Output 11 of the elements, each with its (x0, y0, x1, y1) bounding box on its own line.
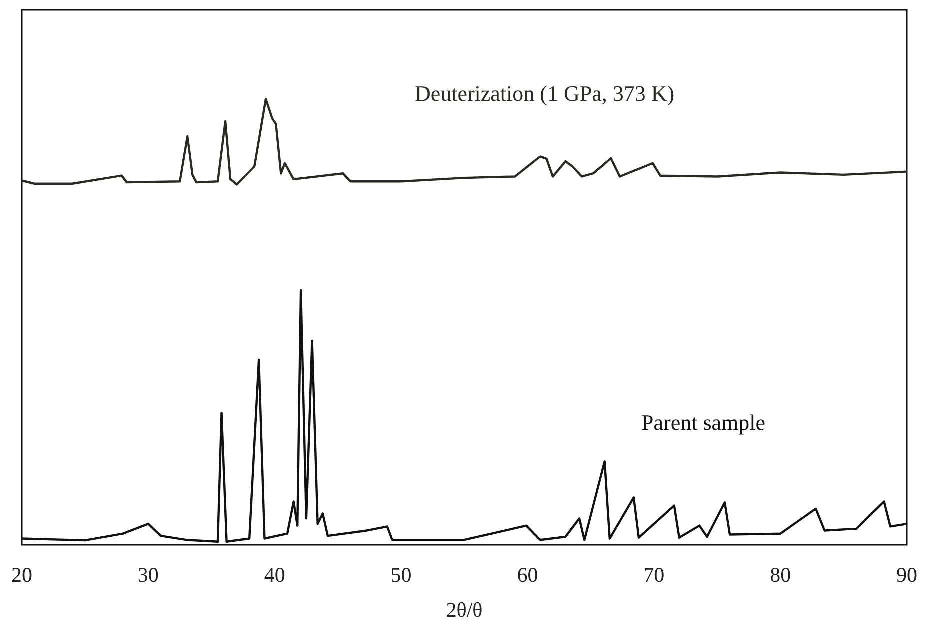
x-tick-label: 50 (390, 563, 412, 587)
text: Deuterization (1 GPa, 373 K) (414, 80, 675, 106)
x-tick-label: 60 (517, 563, 538, 587)
text: Parent sample (642, 410, 766, 435)
x-tick-label: 70 (644, 563, 665, 587)
x-tick-label: 30 (138, 563, 159, 587)
x-tick-label: 90 (896, 563, 918, 587)
x-tick-label: 40 (264, 563, 286, 587)
x-tick-label: 20 (12, 563, 32, 587)
x-axis-title: 2θ/θ (446, 598, 483, 622)
x-tick-label: 80 (770, 563, 792, 587)
